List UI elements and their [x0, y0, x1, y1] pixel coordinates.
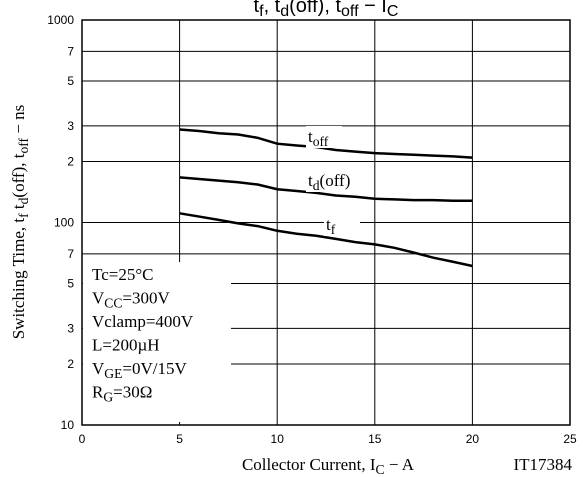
series-label-part: off: [313, 134, 329, 149]
series-label-part: t: [326, 215, 331, 234]
condition: L=200µH: [92, 336, 160, 355]
y-tick-label: 7: [67, 247, 74, 261]
condition-part: GE: [104, 366, 122, 381]
series-label-part: t: [308, 171, 313, 190]
x-tick-label: 5: [176, 432, 183, 446]
label-bg: [324, 214, 360, 236]
y-tick-label: 3: [67, 321, 74, 335]
y-tick-label: 5: [67, 276, 74, 290]
series-line: [179, 212, 473, 268]
x-tick-label: 25: [563, 432, 577, 446]
y-axis-label-part: off: [16, 137, 31, 153]
condition: Vclamp=400V: [92, 312, 194, 331]
x-tick-label: 20: [466, 432, 480, 446]
condition-part: =300V: [122, 289, 170, 308]
series-label: td(off): [308, 171, 350, 193]
chart-title: tf, td(off), toff − IC: [254, 0, 399, 20]
y-axis-label-part: (off), t: [9, 153, 28, 197]
y-axis-label-part: f: [16, 213, 31, 218]
condition-part: =0V/15V: [122, 359, 187, 378]
y-tick-label: 3: [67, 119, 74, 133]
label-bg: [306, 170, 368, 192]
y-axis-label-part: − ns: [9, 105, 28, 138]
y-tick-label: 7: [67, 44, 74, 58]
condition: Tc=25°C: [92, 265, 153, 284]
y-tick-label: 5: [67, 74, 74, 88]
series-label: toff: [308, 127, 329, 149]
chart-title-part: (off), t: [289, 0, 341, 17]
x-axis-label-part: Collector Current, I: [242, 455, 376, 474]
y-axis-label-part: Switching Time, t: [9, 218, 28, 340]
series-label-part: t: [308, 127, 313, 146]
plot-frame: [81, 19, 571, 426]
y-tick-label: 2: [67, 357, 74, 371]
condition-part: V: [92, 359, 105, 378]
label-bg: [306, 126, 342, 148]
x-tick-label: 15: [368, 432, 382, 446]
x-axis-label: Collector Current, IC − A: [242, 455, 415, 477]
x-tick-label: 0: [79, 432, 86, 446]
series-label: tf: [326, 215, 336, 237]
series-label-part: d: [313, 178, 320, 193]
condition: VCC=300V: [92, 289, 171, 311]
note: IT17384: [513, 455, 572, 474]
condition-part: R: [92, 383, 104, 402]
x-axis-label-part: − A: [385, 455, 415, 474]
condition: RG=30Ω: [92, 383, 152, 405]
y-axis-label-part: t: [9, 204, 28, 213]
condition-part: L=200µH: [92, 336, 160, 355]
chart-title-part: d: [280, 3, 289, 20]
chart-title-part: − I: [359, 0, 387, 17]
y-tick-label: 2: [67, 155, 74, 169]
chart-title-part: f: [259, 3, 264, 20]
series-label-part: (off): [320, 171, 351, 190]
x-axis-label-part: C: [376, 462, 385, 477]
y-axis-label: Switching Time, tf td(off), toff − ns: [9, 105, 31, 340]
condition-part: =30Ω: [113, 383, 152, 402]
chart-title-part: t: [254, 0, 260, 17]
chart-title-part: C: [387, 3, 399, 20]
conditions-bg: [83, 262, 231, 422]
x-tick-label: 10: [271, 432, 285, 446]
condition-part: Vclamp=400V: [92, 312, 194, 331]
y-axis-label-part: d: [16, 197, 31, 204]
condition-part: CC: [104, 296, 122, 311]
condition: VGE=0V/15V: [92, 359, 187, 381]
condition-part: Tc=25°C: [92, 265, 153, 284]
chart-title-part: , t: [264, 0, 281, 17]
y-tick-label: 1000: [47, 13, 74, 27]
series-line: [179, 128, 473, 159]
condition-part: V: [92, 289, 105, 308]
chart-title-part: off: [341, 3, 359, 20]
series-line: [179, 176, 473, 203]
y-tick-label: 100: [54, 216, 74, 230]
y-tick-label: 10: [61, 418, 75, 432]
condition-part: G: [103, 390, 113, 405]
series-label-part: f: [331, 222, 336, 237]
